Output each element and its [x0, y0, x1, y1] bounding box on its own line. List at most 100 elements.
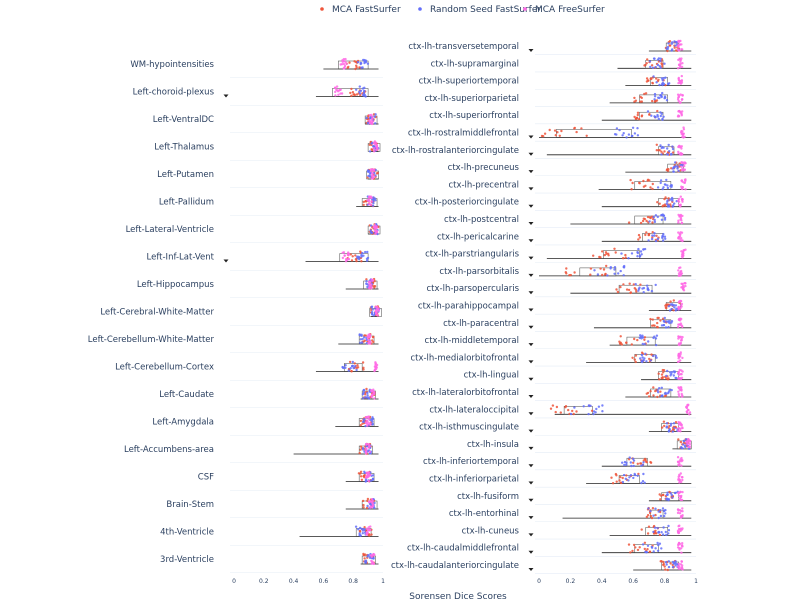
data-point [677, 390, 680, 393]
data-point [653, 92, 657, 96]
data-point [660, 373, 664, 376]
row-marker-icon [528, 412, 534, 416]
data-point [677, 317, 681, 321]
category-row: ctx-lh-posteriorcingulate [415, 195, 696, 211]
data-point [652, 386, 655, 389]
data-point [675, 41, 678, 44]
data-point [681, 542, 684, 545]
category-row: Brain-Stem [166, 497, 383, 519]
data-point [640, 253, 643, 256]
data-point [633, 358, 636, 361]
x-tick-label: 0.2 [259, 578, 269, 585]
data-point [637, 247, 640, 251]
data-point [371, 120, 374, 123]
data-point [587, 412, 590, 416]
data-point [613, 266, 617, 269]
data-point [615, 480, 618, 483]
data-point [662, 82, 666, 86]
data-point [362, 92, 366, 95]
data-point [371, 204, 375, 207]
data-point [359, 89, 363, 93]
data-point [352, 366, 355, 370]
data-point [334, 94, 337, 97]
data-point [649, 390, 652, 393]
data-point [672, 170, 675, 173]
data-point [673, 202, 676, 205]
data-point [681, 447, 684, 450]
data-point [589, 267, 593, 270]
data-point [366, 256, 370, 260]
category-row: CSF [198, 470, 383, 491]
data-point [363, 553, 367, 556]
data-point [639, 250, 643, 253]
data-point [334, 86, 337, 89]
data-point [669, 198, 672, 201]
category-row: ctx-lh-parsopercularis [427, 282, 696, 298]
data-point [661, 507, 665, 510]
data-point [371, 172, 374, 175]
data-point [593, 269, 596, 272]
data-point [680, 566, 684, 569]
data-point [357, 255, 360, 258]
data-point [653, 526, 657, 529]
data-point [678, 153, 682, 156]
data-point [359, 338, 362, 341]
data-point [361, 532, 364, 535]
data-point [665, 202, 668, 205]
data-point [670, 493, 673, 497]
data-point [618, 479, 621, 482]
data-point [355, 93, 359, 96]
data-point [630, 252, 634, 255]
data-point [363, 60, 366, 63]
row-marker-icon [528, 152, 534, 156]
data-point [368, 422, 372, 425]
data-point [646, 544, 650, 547]
category-row: ctx-lh-isthmuscingulate [419, 420, 696, 436]
data-point [618, 342, 622, 345]
data-point [655, 149, 658, 152]
data-point [677, 79, 681, 82]
data-point [362, 203, 365, 207]
data-point [643, 343, 647, 346]
data-point [636, 113, 639, 117]
data-point [660, 146, 663, 150]
data-point [362, 475, 365, 478]
x-tick-label: 0 [232, 578, 236, 585]
data-point [625, 136, 628, 139]
data-point [636, 127, 639, 130]
data-point [610, 476, 613, 479]
data-point [629, 461, 632, 464]
data-point [656, 115, 659, 118]
data-point [370, 418, 373, 422]
data-point [375, 144, 379, 148]
data-point [653, 115, 656, 118]
data-point [651, 66, 655, 70]
data-point [650, 546, 654, 549]
data-point [364, 447, 368, 450]
data-point [671, 428, 675, 431]
data-point [649, 359, 652, 362]
category-row: Left-VentralDC [153, 113, 383, 134]
data-point [362, 368, 365, 371]
data-point [640, 115, 643, 118]
data-point [375, 308, 379, 311]
data-point [677, 491, 680, 495]
data-point [353, 362, 356, 365]
data-point [364, 393, 367, 396]
data-point [556, 131, 559, 134]
data-point [678, 566, 681, 569]
category-label: ctx-lh-inferiorparietal [429, 475, 519, 485]
data-point [603, 253, 606, 257]
data-point [642, 291, 645, 294]
category-row: ctx-lh-lateralorbitofrontal [412, 386, 696, 401]
data-point [368, 203, 372, 206]
category-row: ctx-lh-supramarginal [431, 57, 696, 73]
data-point [673, 166, 676, 169]
data-point [374, 199, 377, 202]
data-point [361, 337, 364, 341]
data-point [679, 430, 682, 433]
data-point [368, 175, 372, 178]
data-point [663, 514, 666, 518]
data-point [677, 306, 680, 310]
data-point [681, 426, 684, 430]
